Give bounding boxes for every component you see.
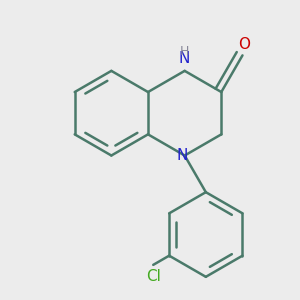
Text: N: N [179, 52, 190, 67]
Text: O: O [238, 38, 250, 52]
Text: N: N [176, 148, 188, 163]
Text: Cl: Cl [146, 268, 161, 284]
Text: H: H [180, 45, 189, 58]
